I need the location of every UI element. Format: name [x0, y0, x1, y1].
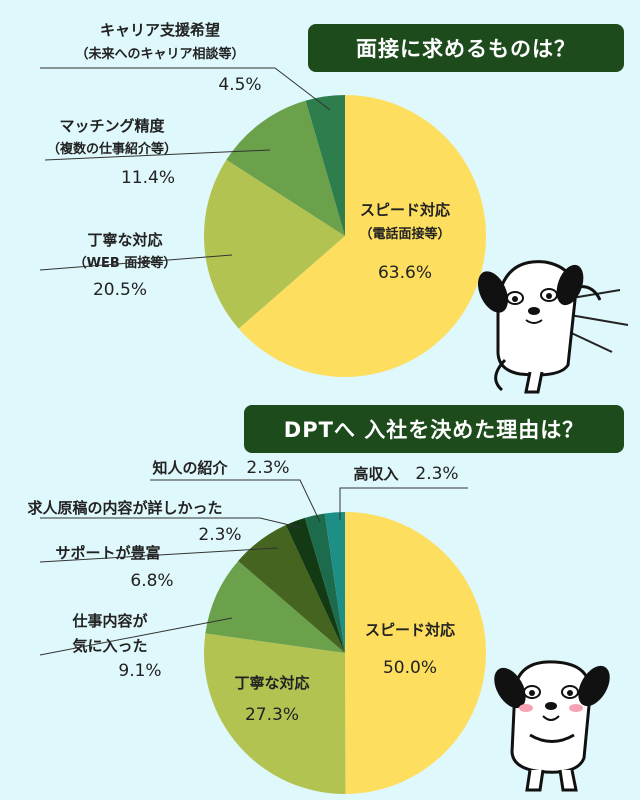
chart1-title: 面接に求めるものは？	[308, 24, 624, 72]
c1-label-polite: 丁寧な対応	[87, 231, 162, 249]
pie-chart-1	[203, 94, 486, 377]
c2-value-speed: 50.0%	[383, 658, 437, 678]
c1-slice-3	[305, 95, 345, 236]
c1-sublabel-career: （未来へのキャリア相談等）	[75, 46, 244, 62]
c2-leader-job	[39, 617, 233, 656]
c1-label-speed: スピード対応	[360, 201, 450, 219]
pie-chart-2	[204, 512, 487, 795]
c1-label-matching: マッチング精度	[59, 117, 165, 135]
c2-slice-6	[324, 512, 345, 653]
chart2-title: DPTへ 入社を決めた理由は？	[244, 405, 624, 453]
c1-slice-2	[226, 100, 345, 236]
c1-slice-1	[203, 159, 345, 329]
c2-value-job: 9.1%	[118, 661, 161, 681]
c1-value-polite: 20.5%	[93, 280, 147, 300]
c2-label-speed: スピード対応	[365, 621, 455, 639]
c1-label-career: キャリア支援希望	[100, 21, 220, 39]
c2-slice-5	[304, 513, 345, 653]
c2-label-support: サポートが豊富	[55, 544, 160, 562]
c2-value-polite: 27.3%	[245, 705, 299, 725]
c2-label-referral: 知人の紹介	[152, 459, 228, 477]
c1-leader-polite	[39, 254, 233, 271]
c2-leader-referral	[150, 479, 321, 523]
c2-value-support: 6.8%	[130, 571, 173, 591]
c1-slice-label-speed: スピード対応 （電話面接等） 63.6%	[359, 201, 450, 283]
chart1-labels: スピード対応 （電話面接等） 63.6% 丁寧な対応 （WEB 面接等） 20.…	[39, 21, 451, 300]
c2-slice-4	[285, 517, 345, 653]
c2-value-referral: 2.3%	[246, 458, 289, 478]
dog-mascot-1-illustration	[477, 260, 629, 394]
c2-value-income: 2.3%	[415, 464, 458, 484]
c1-value-speed: 63.6%	[378, 263, 432, 283]
c1-slice-0	[238, 94, 486, 377]
c2-slice-0	[345, 512, 487, 794]
c1-sublabel-matching: （複数の仕事紹介等）	[47, 141, 177, 157]
c2-leader-income	[339, 487, 468, 520]
c2-slice-1	[204, 633, 346, 795]
c2-label-income: 高収入	[353, 465, 398, 483]
dog-mascot-2-illustration	[494, 660, 610, 792]
c2-slice-2	[205, 560, 345, 653]
c2-label-posting: 求人原稿の内容が詳しかった	[27, 499, 222, 517]
c1-leader-matching	[44, 149, 271, 161]
c2-label-job: 仕事内容が	[71, 612, 148, 630]
c1-leader-career	[40, 67, 331, 111]
c2-value-posting: 2.3%	[198, 525, 241, 545]
c2-leader-support	[39, 547, 279, 563]
c2-slice-3	[238, 525, 345, 653]
c2-label-polite: 丁寧な対応	[234, 674, 309, 692]
c1-sublabel-speed: （電話面接等）	[359, 226, 450, 242]
c1-value-career: 4.5%	[218, 75, 261, 95]
c2-leader-posting	[40, 517, 303, 529]
c2-label-job-2: 気に入った	[72, 637, 147, 655]
c1-value-matching: 11.4%	[121, 168, 175, 188]
chart2-labels: スピード対応 50.0% 丁寧な対応 27.3% 仕事内容が 気に入った 9.1…	[27, 458, 468, 725]
